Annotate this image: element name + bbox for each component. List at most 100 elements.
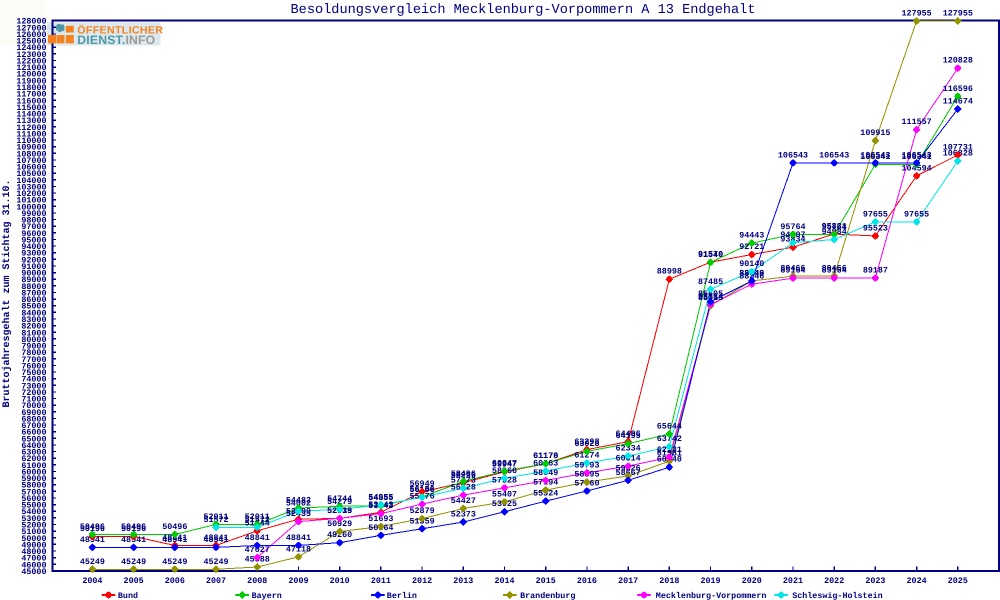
svg-text:74000: 74000 — [21, 375, 46, 385]
svg-text:45249: 45249 — [162, 557, 187, 567]
svg-text:89164: 89164 — [822, 266, 847, 276]
svg-text:69000: 69000 — [21, 408, 46, 418]
svg-text:91000: 91000 — [21, 262, 46, 272]
svg-text:46000: 46000 — [21, 560, 46, 570]
svg-text:91570: 91570 — [698, 250, 723, 260]
svg-text:104594: 104594 — [902, 163, 932, 173]
svg-text:50496: 50496 — [121, 522, 146, 532]
svg-text:95764: 95764 — [822, 222, 847, 232]
svg-text:71000: 71000 — [21, 395, 46, 405]
svg-text:96000: 96000 — [21, 229, 46, 239]
svg-text:93000: 93000 — [21, 249, 46, 259]
svg-text:2020: 2020 — [742, 576, 762, 586]
svg-text:89187: 89187 — [863, 265, 888, 275]
svg-text:2010: 2010 — [330, 576, 350, 586]
svg-text:54000: 54000 — [21, 507, 46, 517]
svg-text:54955: 54955 — [368, 492, 393, 502]
svg-text:Schleswig-Holstein: Schleswig-Holstein — [792, 591, 882, 600]
svg-text:95000: 95000 — [21, 235, 46, 245]
svg-text:61170: 61170 — [533, 451, 558, 461]
svg-text:106543: 106543 — [819, 150, 849, 160]
svg-text:97655: 97655 — [863, 209, 888, 219]
svg-text:106000: 106000 — [16, 163, 46, 173]
svg-text:88246: 88246 — [739, 272, 764, 282]
svg-text:85000: 85000 — [21, 302, 46, 312]
svg-text:107000: 107000 — [16, 156, 46, 166]
svg-text:78000: 78000 — [21, 348, 46, 358]
svg-text:60000: 60000 — [21, 467, 46, 477]
svg-text:77000: 77000 — [21, 355, 46, 365]
svg-text:50000: 50000 — [21, 534, 46, 544]
svg-text:65644: 65644 — [657, 422, 682, 432]
svg-text:2013: 2013 — [453, 576, 473, 586]
svg-text:52373: 52373 — [451, 510, 476, 520]
svg-text:92721: 92721 — [739, 242, 764, 252]
svg-text:Bayern: Bayern — [252, 591, 282, 600]
svg-text:2014: 2014 — [494, 576, 514, 586]
svg-text:89000: 89000 — [21, 275, 46, 285]
svg-text:75000: 75000 — [21, 368, 46, 378]
svg-text:2015: 2015 — [536, 576, 556, 586]
svg-text:95523: 95523 — [863, 223, 888, 233]
svg-text:85184: 85184 — [698, 292, 723, 302]
svg-text:60047: 60047 — [492, 459, 517, 469]
svg-text:53000: 53000 — [21, 514, 46, 524]
svg-text:Besoldungsvergleich Mecklenbur: Besoldungsvergleich Mecklenburg-Vorpomme… — [291, 3, 756, 18]
svg-text:2018: 2018 — [659, 576, 679, 586]
svg-text:64000: 64000 — [21, 441, 46, 451]
svg-text:65000: 65000 — [21, 434, 46, 444]
svg-text:91540: 91540 — [698, 250, 723, 260]
svg-text:106543: 106543 — [902, 150, 932, 160]
svg-text:114000: 114000 — [16, 110, 46, 120]
svg-text:64496: 64496 — [616, 429, 641, 439]
svg-text:54427: 54427 — [451, 496, 476, 506]
svg-text:79000: 79000 — [21, 342, 46, 352]
svg-text:52011: 52011 — [203, 512, 228, 522]
svg-text:63000: 63000 — [21, 448, 46, 458]
svg-text:97000: 97000 — [21, 222, 46, 232]
svg-text:106341: 106341 — [860, 152, 890, 162]
svg-text:50929: 50929 — [327, 519, 352, 529]
svg-text:118000: 118000 — [16, 83, 46, 93]
svg-text:109915: 109915 — [860, 128, 890, 138]
svg-text:120000: 120000 — [16, 70, 46, 80]
svg-text:61274: 61274 — [574, 451, 599, 461]
svg-text:87485: 87485 — [698, 277, 723, 287]
svg-text:83000: 83000 — [21, 315, 46, 325]
svg-text:2007: 2007 — [206, 576, 226, 586]
svg-text:104000: 104000 — [16, 176, 46, 186]
svg-text:102000: 102000 — [16, 189, 46, 199]
svg-text:114674: 114674 — [943, 97, 973, 107]
svg-text:2022: 2022 — [824, 576, 844, 586]
svg-text:113000: 113000 — [16, 116, 46, 126]
svg-text:62000: 62000 — [21, 454, 46, 464]
svg-text:49000: 49000 — [21, 540, 46, 550]
svg-text:58496: 58496 — [451, 469, 476, 479]
svg-text:121000: 121000 — [16, 63, 46, 73]
svg-text:54002: 54002 — [286, 499, 311, 509]
svg-text:106543: 106543 — [778, 150, 808, 160]
svg-text:50196: 50196 — [121, 524, 146, 534]
svg-text:89466: 89466 — [780, 264, 805, 274]
svg-text:Bruttojahresgehalt zum Stichta: Bruttojahresgehalt zum Stichtag 31.10. — [1, 179, 13, 407]
svg-text:51693: 51693 — [368, 514, 393, 524]
svg-text:94443: 94443 — [739, 231, 764, 241]
svg-text:ÖFFENTLICHER: ÖFFENTLICHER — [77, 23, 163, 36]
svg-text:105000: 105000 — [16, 169, 46, 179]
svg-text:106341: 106341 — [902, 152, 932, 162]
svg-text:117000: 117000 — [16, 90, 46, 100]
svg-text:50196: 50196 — [80, 524, 105, 534]
svg-text:97655: 97655 — [904, 209, 929, 219]
svg-text:89466: 89466 — [822, 264, 847, 274]
svg-text:76000: 76000 — [21, 361, 46, 371]
svg-text:108000: 108000 — [16, 149, 46, 159]
svg-text:111000: 111000 — [16, 129, 46, 139]
svg-text:2012: 2012 — [412, 576, 432, 586]
svg-text:62334: 62334 — [616, 443, 641, 453]
svg-text:51572: 51572 — [245, 515, 270, 525]
svg-text:68000: 68000 — [21, 414, 46, 424]
svg-text:82000: 82000 — [21, 322, 46, 332]
svg-text:107731: 107731 — [943, 143, 973, 153]
svg-text:70000: 70000 — [21, 401, 46, 411]
svg-text:123000: 123000 — [16, 50, 46, 60]
